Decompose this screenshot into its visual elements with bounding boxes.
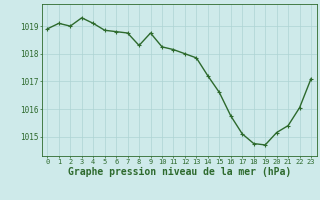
X-axis label: Graphe pression niveau de la mer (hPa): Graphe pression niveau de la mer (hPa) <box>68 167 291 177</box>
